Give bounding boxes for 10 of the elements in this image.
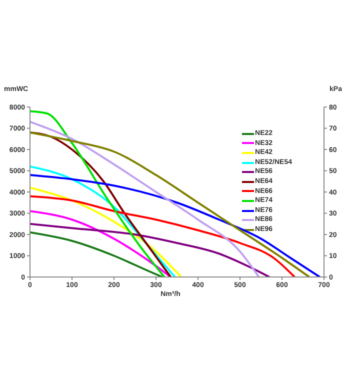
line-series <box>30 231 164 277</box>
line-series <box>30 132 172 277</box>
line-series <box>30 174 321 277</box>
line-series <box>30 132 310 277</box>
line-series <box>30 166 176 277</box>
line-series <box>30 110 166 277</box>
line-series <box>30 195 296 277</box>
line-series <box>30 222 270 277</box>
line-series <box>30 210 172 277</box>
line-series <box>30 186 182 277</box>
